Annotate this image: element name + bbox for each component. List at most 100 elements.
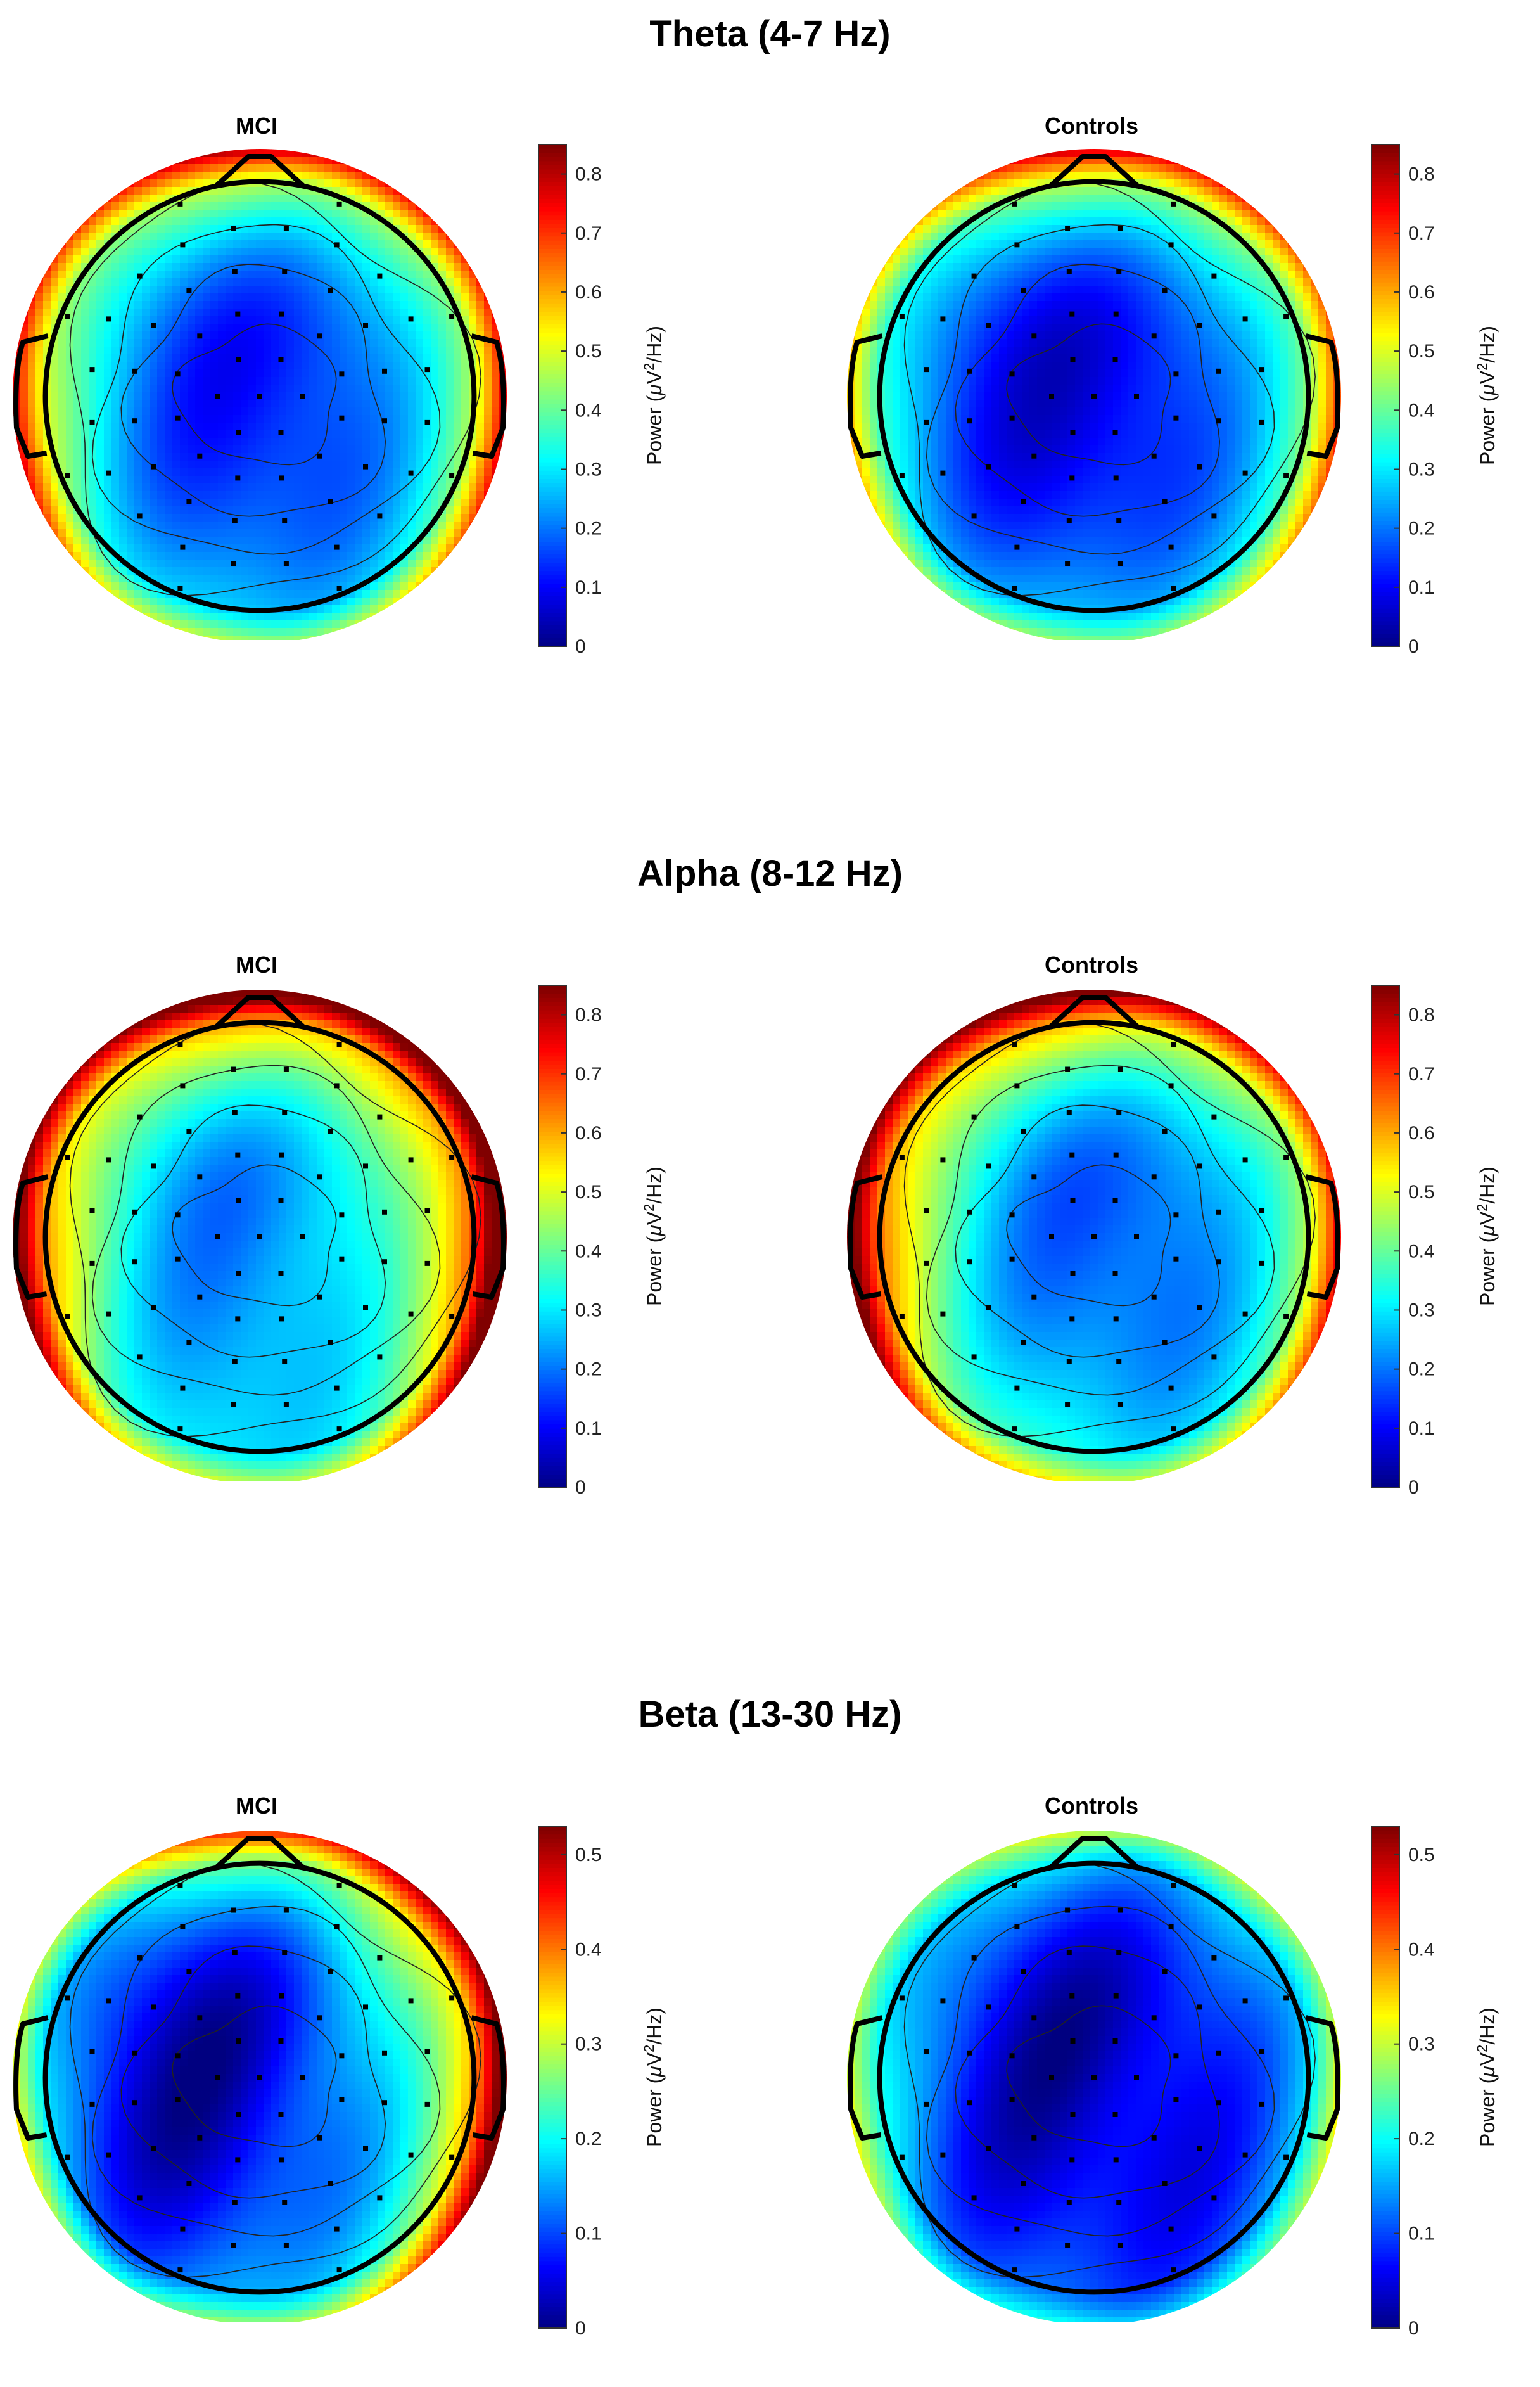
power-cell — [279, 293, 287, 302]
power-cell — [180, 483, 188, 492]
power-cell — [355, 301, 363, 309]
power-cell — [66, 369, 74, 378]
power-cell — [855, 179, 863, 188]
power-cell — [66, 187, 74, 195]
power-cell — [324, 210, 333, 218]
power-cell — [256, 293, 264, 302]
power-cell — [446, 636, 454, 640]
power-cell — [355, 255, 363, 264]
power-cell — [362, 430, 371, 438]
power-cell — [340, 187, 348, 195]
power-cell — [142, 476, 150, 484]
power-cell — [1288, 149, 1296, 157]
power-cell — [264, 560, 272, 568]
power-cell — [900, 195, 908, 203]
power-cell — [58, 582, 67, 591]
power-cell — [370, 605, 378, 613]
power-cell — [431, 233, 439, 241]
power-cell — [286, 491, 295, 499]
power-cell — [370, 468, 378, 477]
power-cell — [1136, 217, 1144, 226]
power-cell — [309, 582, 317, 591]
power-cell — [66, 575, 74, 583]
power-cell — [446, 575, 454, 583]
power-cell — [248, 407, 257, 416]
power-cell — [89, 149, 97, 157]
electrode — [424, 419, 430, 425]
power-cell — [35, 560, 44, 568]
power-cell — [96, 278, 105, 286]
power-cell — [51, 590, 59, 598]
power-cell — [461, 567, 469, 575]
power-cell — [58, 628, 67, 636]
power-cell — [423, 385, 431, 393]
power-cell — [226, 438, 234, 446]
power-cell — [20, 537, 29, 545]
power-cell — [96, 202, 105, 210]
power-cell — [81, 582, 89, 591]
power-cell — [294, 598, 302, 606]
power-cell — [111, 438, 120, 446]
power-cell — [309, 468, 317, 477]
power-cell — [1326, 164, 1334, 172]
power-cell — [385, 263, 393, 271]
power-cell — [13, 195, 21, 203]
power-cell — [28, 560, 36, 568]
power-cell — [279, 217, 287, 226]
power-cell — [340, 263, 348, 271]
electrode — [175, 371, 181, 377]
power-cell — [362, 263, 371, 271]
power-cell — [885, 217, 893, 226]
power-cell — [294, 461, 302, 469]
power-cell — [370, 286, 378, 294]
power-cell — [13, 316, 21, 324]
power-cell — [431, 491, 439, 499]
power-cell — [172, 347, 181, 355]
power-cell — [408, 499, 416, 507]
power-cell — [1197, 149, 1205, 157]
power-cell — [431, 157, 439, 165]
power-cell — [279, 423, 287, 431]
power-cell — [203, 522, 211, 530]
power-cell — [461, 522, 469, 530]
power-cell — [855, 157, 863, 165]
power-cell — [476, 240, 485, 248]
power-cell — [400, 377, 409, 385]
power-cell — [241, 309, 249, 317]
power-cell — [431, 248, 439, 256]
power-cell — [309, 309, 317, 317]
power-cell — [165, 293, 173, 302]
power-cell — [385, 552, 393, 560]
power-cell — [454, 157, 462, 165]
power-cell — [976, 187, 984, 195]
power-cell — [400, 522, 409, 530]
power-cell — [20, 157, 29, 165]
electrode — [106, 316, 111, 322]
power-cell — [73, 567, 82, 575]
power-cell — [385, 499, 393, 507]
power-cell — [134, 636, 143, 640]
power-cell — [256, 339, 264, 347]
contour-line — [172, 323, 337, 466]
power-cell — [20, 278, 29, 286]
power-cell — [469, 240, 477, 248]
power-cell — [271, 575, 279, 583]
power-cell — [233, 537, 241, 545]
power-cell — [938, 217, 946, 226]
power-cell — [1045, 195, 1053, 203]
power-cell — [43, 468, 51, 477]
power-cell — [271, 195, 279, 203]
power-cell — [264, 491, 272, 499]
power-cell — [1090, 225, 1098, 233]
power-cell — [370, 461, 378, 469]
power-cell — [58, 187, 67, 195]
power-cell — [218, 217, 226, 226]
power-cell — [1280, 210, 1289, 218]
power-cell — [302, 278, 310, 286]
power-cell — [157, 377, 165, 385]
power-cell — [416, 628, 424, 636]
power-cell — [1219, 195, 1228, 203]
power-cell — [66, 605, 74, 613]
power-cell — [286, 354, 295, 362]
power-cell — [73, 636, 82, 640]
